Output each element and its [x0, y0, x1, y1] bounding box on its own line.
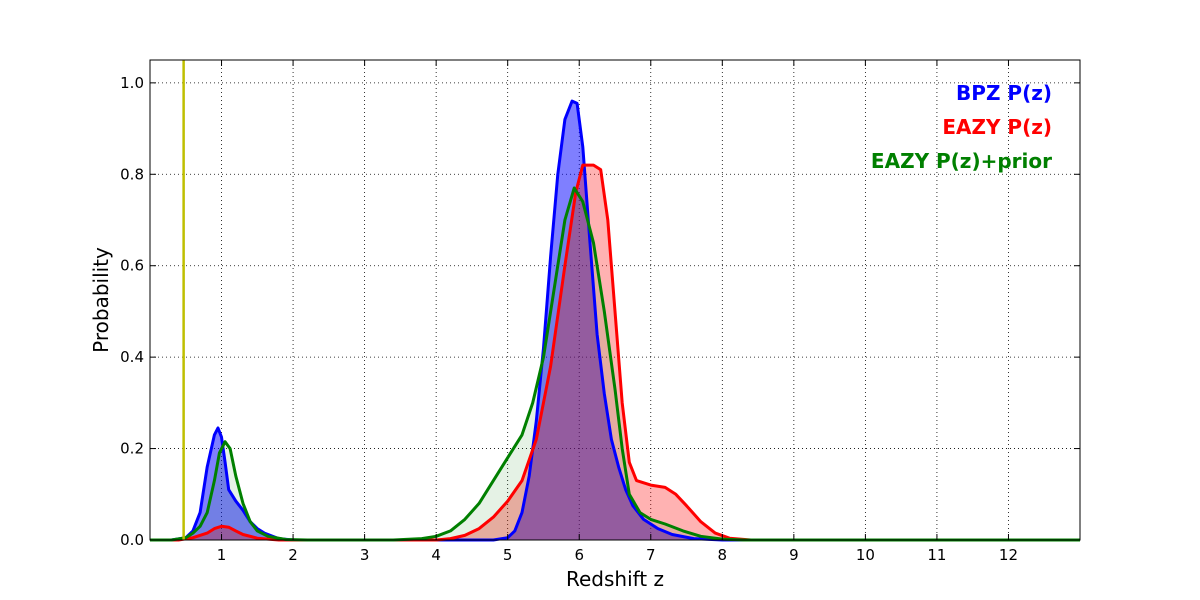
legend: BPZ P(z) EAZY P(z) EAZY P(z)+prior [871, 81, 1052, 173]
axis-ticks: 1 2 3 4 5 6 7 8 9 10 11 120.00.20.40.60.81.0 [120, 60, 1080, 564]
legend-entry: BPZ P(z) [956, 81, 1052, 105]
y-tick-label: 0.6 [120, 257, 144, 275]
x-tick-label: 8 [718, 546, 728, 564]
y-tick-label: 0.4 [120, 348, 144, 366]
x-tick-label: 9 [789, 546, 799, 564]
x-tick-label: 11 [927, 546, 946, 564]
x-tick-label: 12 [999, 546, 1018, 564]
y-tick-label: 0.8 [120, 165, 144, 183]
series-lines [150, 99, 1080, 542]
x-tick-label: 7 [646, 546, 656, 564]
x-tick-label: 5 [503, 546, 513, 564]
x-tick-label: 2 [288, 546, 298, 564]
y-tick-label: 0.2 [120, 440, 144, 458]
plot-frame [149, 59, 1081, 541]
series-line-1 [150, 163, 1080, 542]
x-tick-label: 3 [360, 546, 370, 564]
x-tick-label: 6 [574, 546, 584, 564]
series-fill-1 [150, 165, 1080, 540]
y-tick-label: 0.0 [120, 531, 144, 549]
legend-entry: EAZY P(z)+prior [871, 149, 1052, 173]
y-tick-label: 1.0 [120, 74, 144, 92]
x-tick-label: 10 [856, 546, 875, 564]
x-tick-label: 4 [431, 546, 441, 564]
x-tick-label: 1 [217, 546, 227, 564]
y-axis-title: Probability [89, 247, 113, 353]
x-axis-title: Redshift z [566, 567, 664, 591]
series-line-0 [150, 99, 1080, 542]
legend-entry: EAZY P(z) [942, 115, 1052, 139]
series-line-2 [150, 186, 1080, 542]
